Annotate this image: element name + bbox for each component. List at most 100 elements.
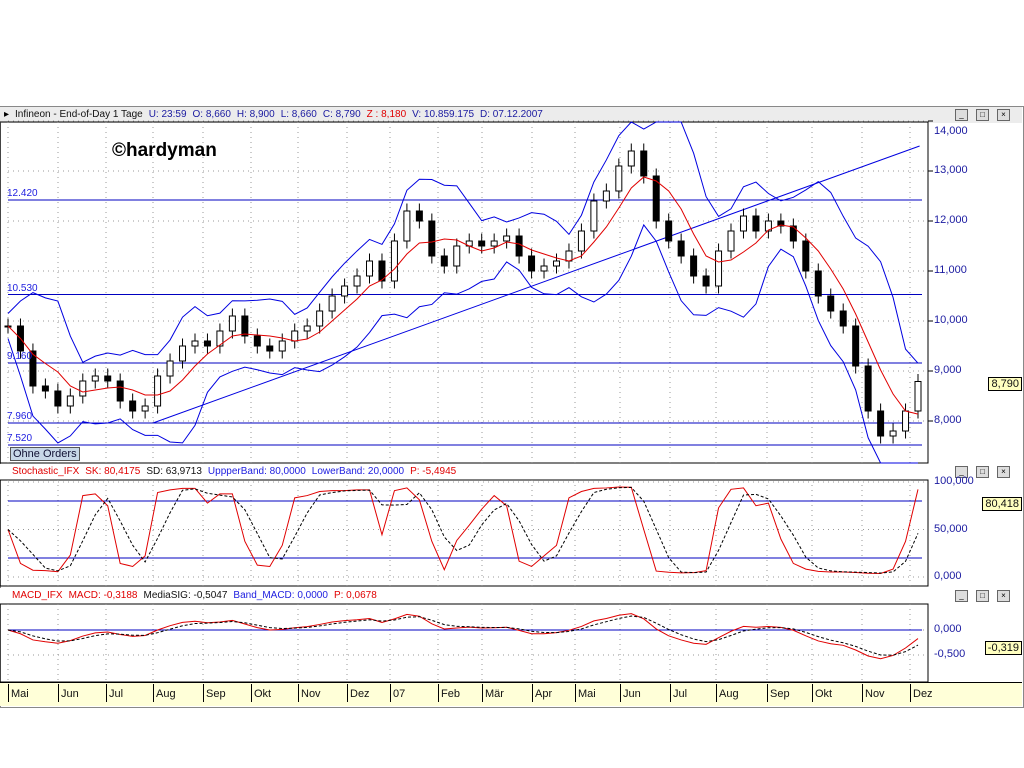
candle-body xyxy=(528,255,536,272)
candle-body xyxy=(216,330,224,347)
candle-body xyxy=(154,375,162,407)
level-label: 7.960 xyxy=(7,411,33,422)
candle-body xyxy=(615,165,623,192)
title: Infineon - End-of-Day 1 Tage xyxy=(15,109,143,120)
candle-body xyxy=(390,240,398,282)
minimize-button[interactable]: _ xyxy=(955,466,968,478)
y-tick-label: 14,000 xyxy=(934,125,968,137)
candle-body xyxy=(116,380,124,402)
minimize-button[interactable]: _ xyxy=(955,590,968,602)
close-button[interactable]: × xyxy=(997,466,1010,478)
candle-body xyxy=(515,235,523,257)
candle-body xyxy=(602,190,610,202)
candle-body xyxy=(727,230,735,252)
maximize-button[interactable]: □ xyxy=(976,466,989,478)
candle-body xyxy=(577,230,585,252)
panel-frame xyxy=(0,479,929,587)
candle-body xyxy=(328,295,336,312)
candle-body xyxy=(590,200,598,232)
y-tick-label: 11,000 xyxy=(934,264,967,276)
candle-body xyxy=(428,220,436,257)
stoch-k-line xyxy=(7,486,919,574)
macd-panel-header: MACD_IFX MACD: -0,3188 MediaSIG: -0,5047 Ba… xyxy=(0,588,1022,604)
candle-body xyxy=(677,240,685,257)
month-label: 07 xyxy=(390,684,405,702)
candle-body xyxy=(889,430,897,437)
candle-body xyxy=(191,340,199,347)
candle-body xyxy=(291,330,299,342)
candle-body xyxy=(241,315,249,337)
y-tick-label: 0,000 xyxy=(934,570,962,582)
stoch-d-line xyxy=(7,486,919,574)
y-tick-label: 12,000 xyxy=(934,214,968,226)
macd-signal: MediaSIG: -0,5047 xyxy=(143,590,228,601)
level-label: 10.530 xyxy=(7,282,38,294)
month-label: Jun xyxy=(58,684,79,702)
x-axis xyxy=(0,682,1022,706)
candle-body xyxy=(104,375,112,382)
month-label: Dez xyxy=(910,684,933,702)
chart-window xyxy=(0,106,1024,708)
high: H: 8,900 xyxy=(236,109,275,120)
stoch-name: Stochastic_IFX xyxy=(12,466,80,477)
moving-average-line xyxy=(7,176,919,415)
close-button[interactable]: × xyxy=(997,590,1010,602)
maximize-button[interactable]: □ xyxy=(976,109,989,121)
price-panel-header: ▸ Infineon - End-of-Day 1 Tage U: 23:59 O: … xyxy=(0,107,1022,123)
candle-body xyxy=(403,210,411,242)
close: C: 8,790 xyxy=(322,109,361,120)
level-label: 12.420 xyxy=(7,188,38,199)
y-tick-label: 0,000 xyxy=(934,623,962,635)
stoch-sk: SK: 80,4175 xyxy=(85,466,141,477)
y-tick-label: 8,000 xyxy=(934,414,962,426)
candle-body xyxy=(79,380,87,397)
candle-body xyxy=(914,381,922,412)
month-label: Okt xyxy=(251,684,271,702)
month-label: Aug xyxy=(153,684,176,702)
ohne-orders-button[interactable]: Ohne Orders xyxy=(10,447,80,461)
candle-body xyxy=(739,215,747,232)
macd-name: MACD_IFX xyxy=(12,590,63,601)
minimize-button[interactable]: _ xyxy=(955,109,968,121)
close-button[interactable]: × xyxy=(997,109,1010,121)
candle-body xyxy=(366,260,374,277)
candle-body xyxy=(166,360,174,377)
panel-frame xyxy=(0,121,929,464)
candle-body xyxy=(640,150,648,177)
month-label: Mär xyxy=(482,684,504,702)
candle-body xyxy=(540,265,548,272)
low: L: 8,660 xyxy=(280,109,317,120)
month-label: Sep xyxy=(767,684,790,702)
stoch-panel-header: Stochastic_IFX SK: 80,4175 SD: 63,9713 Uppp… xyxy=(0,464,1022,480)
candle-body xyxy=(453,245,461,267)
month-label: Dez xyxy=(347,684,370,702)
candle-body xyxy=(902,410,910,432)
month-label: Aug xyxy=(716,684,739,702)
candle-body xyxy=(341,285,349,297)
candle-body xyxy=(839,310,847,327)
maximize-button[interactable]: □ xyxy=(976,590,989,602)
trendline xyxy=(152,145,920,424)
candle-body xyxy=(353,275,361,287)
candle-body xyxy=(478,240,486,247)
month-label: Mai xyxy=(575,684,596,702)
candle-body xyxy=(852,325,860,367)
upper-bollinger-band xyxy=(7,121,919,364)
panel-frame xyxy=(0,603,929,683)
month-label: Nov xyxy=(862,684,885,702)
watermark: ©hardyman xyxy=(112,140,217,161)
candle-body xyxy=(552,260,560,267)
candle-body xyxy=(415,210,423,222)
candle-body xyxy=(203,340,211,347)
candle-body xyxy=(303,325,311,332)
month-label: Feb xyxy=(438,684,460,702)
month-label: Jun xyxy=(620,684,641,702)
candle-body xyxy=(228,315,236,332)
candle-body xyxy=(91,375,99,382)
candle-body xyxy=(141,405,149,412)
candle-body xyxy=(278,340,286,352)
month-label: Okt xyxy=(812,684,832,702)
macd-value: MACD: -0,3188 xyxy=(68,590,138,601)
candle-body xyxy=(440,255,448,267)
